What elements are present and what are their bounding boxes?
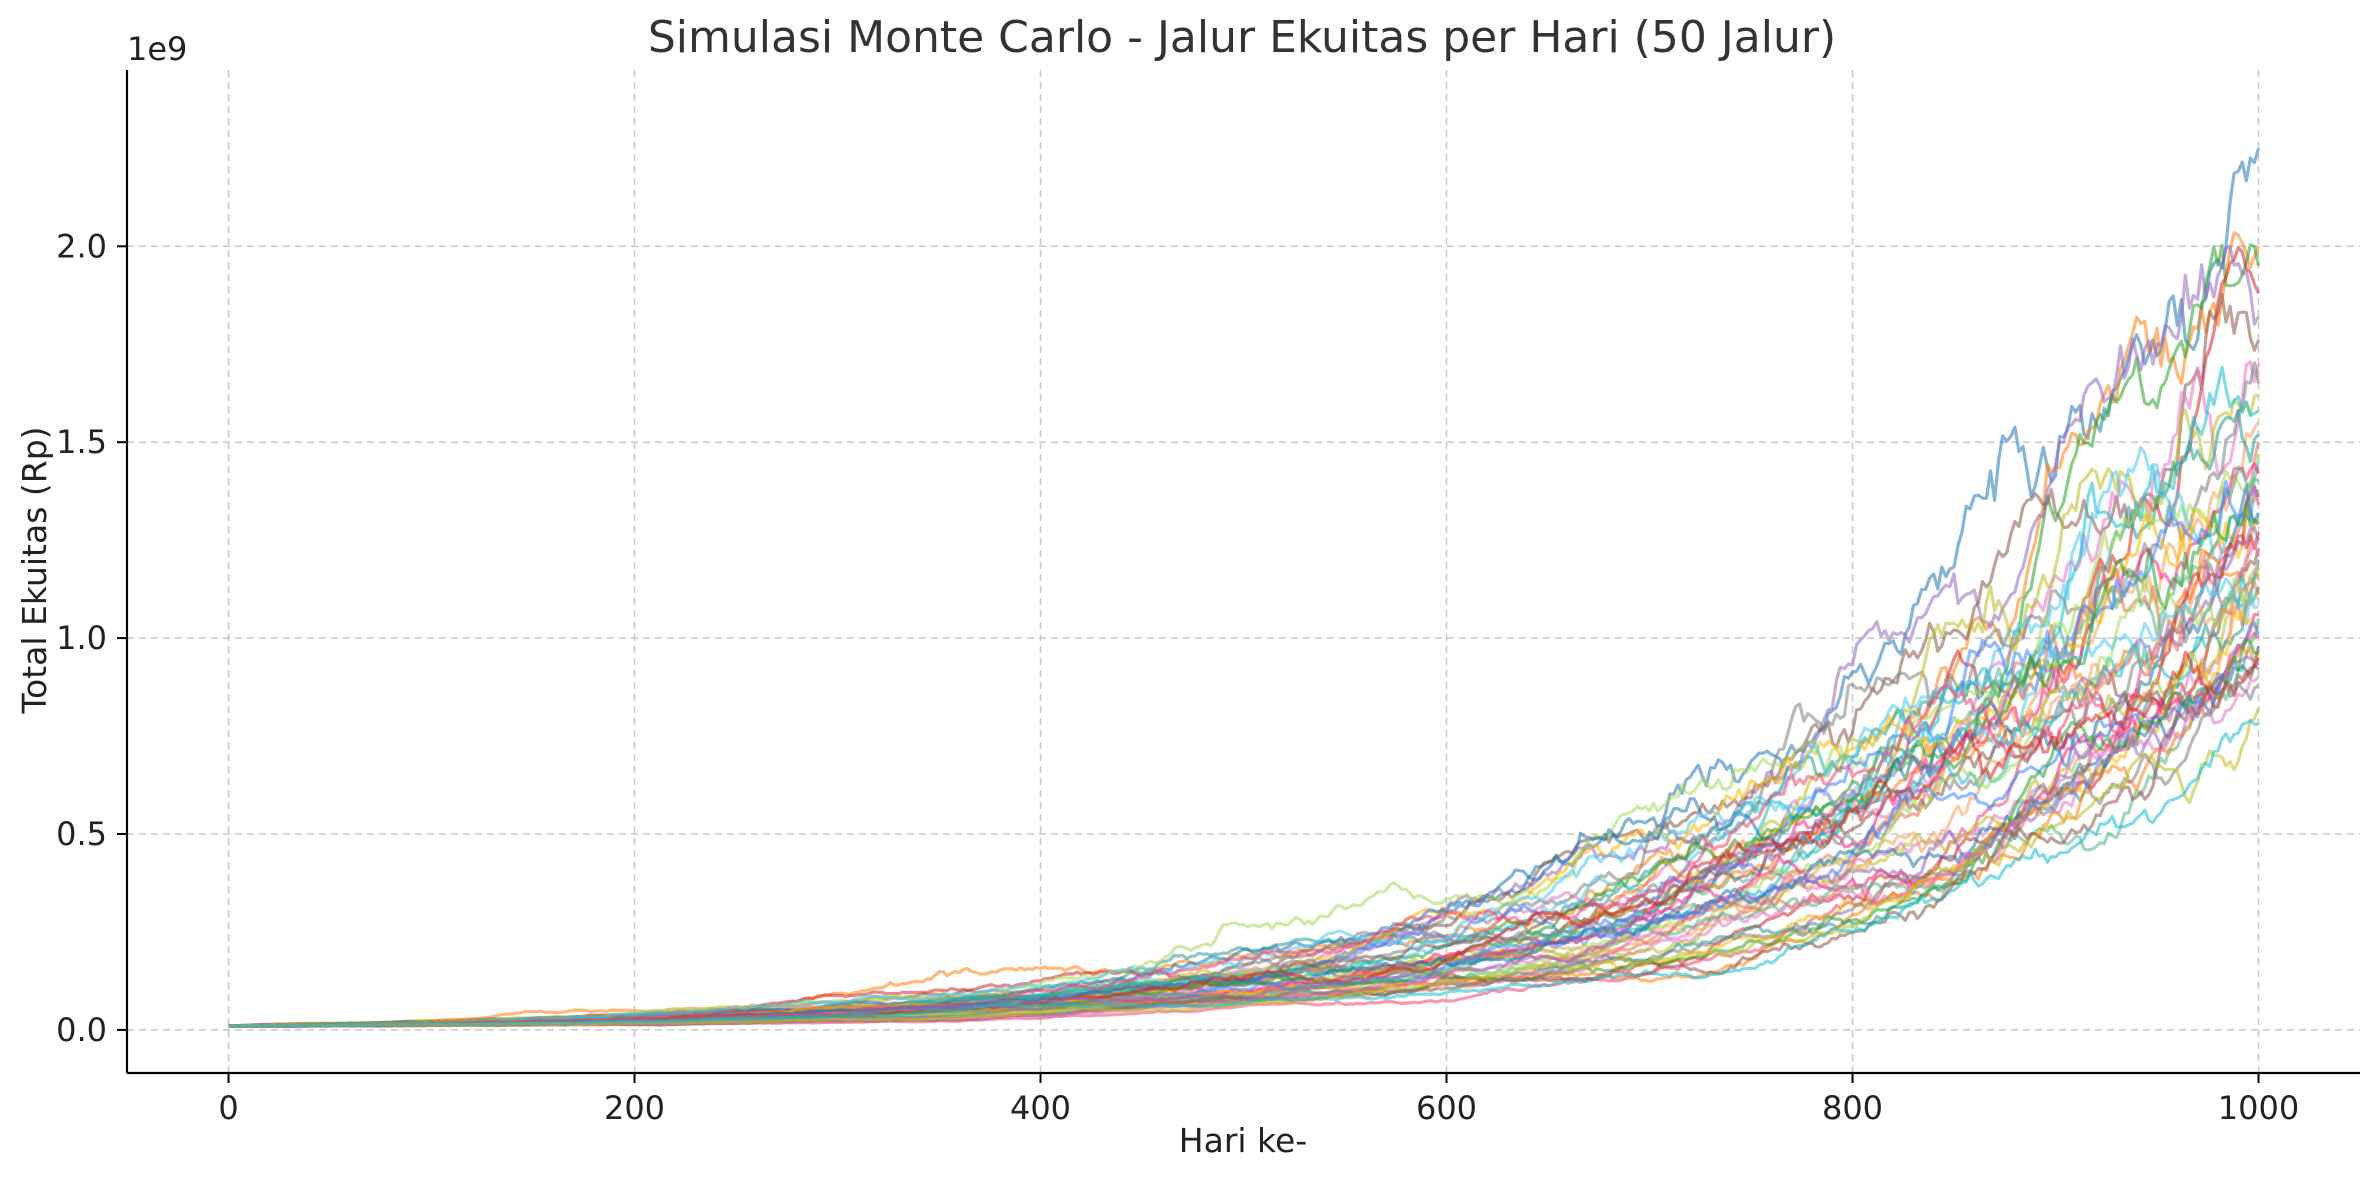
equity-path-line — [228, 539, 2261, 1029]
x-axis-label: Hari ke- — [1179, 1121, 1307, 1160]
equity-path-line — [228, 245, 2260, 1028]
x-tick-label: 400 — [1010, 1089, 1071, 1127]
equity-path-line — [228, 147, 2261, 1028]
x-tick-label: 0 — [218, 1089, 238, 1127]
y-tick-label: 0.0 — [56, 1011, 107, 1049]
y-tick-label: 2.0 — [56, 227, 107, 265]
y-tick-label: 1.0 — [56, 619, 107, 657]
equity-path-line — [228, 246, 2260, 1028]
equity-path-line — [228, 421, 2260, 1028]
y-axis-offset-label: 1e9 — [127, 30, 187, 68]
equity-path-line — [228, 243, 2261, 1028]
series-layer — [228, 147, 2261, 1029]
x-tick-label: 600 — [1416, 1089, 1477, 1127]
x-tick-label: 1000 — [2218, 1089, 2299, 1127]
y-tick-label: 1.5 — [56, 423, 107, 461]
tick-layer: 0 200 400 600 800 1000 0.0 0.5 1.0 1.5 2.0 — [56, 227, 2299, 1127]
grid-layer — [127, 70, 2360, 1073]
x-tick-label: 800 — [1822, 1089, 1883, 1127]
equity-path-line — [228, 681, 2260, 1028]
y-tick-label: 0.5 — [56, 815, 107, 853]
chart-title: Simulasi Monte Carlo - Jalur Ekuitas per… — [648, 12, 1836, 63]
equity-path-line — [228, 393, 2259, 1028]
equity-path-line — [228, 577, 2259, 1028]
x-tick-label: 200 — [604, 1089, 665, 1127]
equity-path-line — [228, 547, 2261, 1028]
y-axis-label: Total Ekuitas (Rp) — [15, 426, 54, 714]
axes-layer — [125, 70, 2360, 1075]
equity-path-line — [228, 719, 2259, 1028]
